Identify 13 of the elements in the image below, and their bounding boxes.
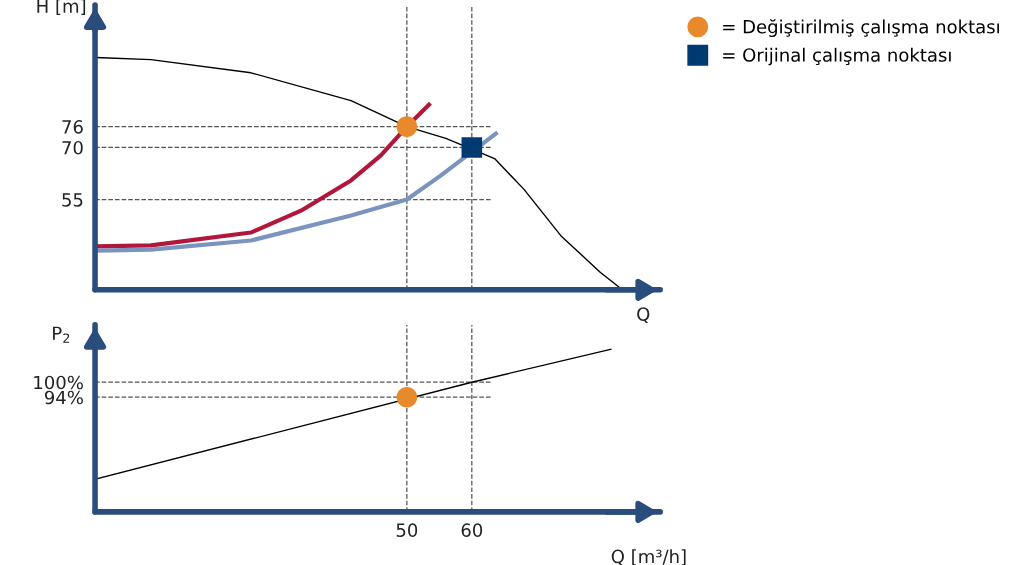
- y-tick-label: 100%: [34, 375, 83, 390]
- y-axis-title: H [m]: [37, 0, 86, 16]
- legend-label: = Değiştirilmiş çalışma noktası: [723, 19, 999, 38]
- y-tick-label: 94%: [44, 390, 83, 405]
- x-tick-label: 50: [396, 523, 418, 537]
- x-axis-title: Q [m³/h]: [611, 549, 686, 565]
- y-tick-label: 70: [62, 140, 83, 155]
- y-tick-label: 55: [62, 193, 83, 207]
- y-tick-label: 76: [62, 120, 83, 134]
- y-axis-title: P$_{2}$: [53, 326, 70, 343]
- x-axis-title: Q: [637, 307, 650, 323]
- x-tick-label: 60: [461, 523, 483, 537]
- legend-label: = Orijinal çalışma noktası: [723, 47, 951, 66]
